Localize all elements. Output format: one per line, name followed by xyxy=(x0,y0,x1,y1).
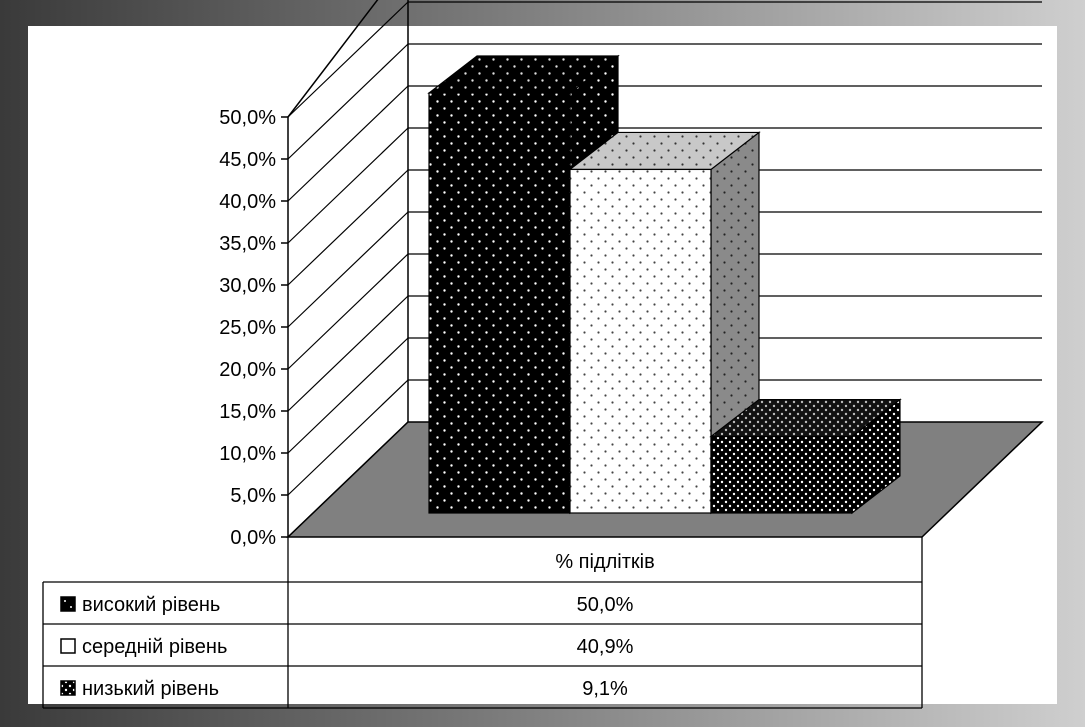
side-gridline xyxy=(287,85,409,202)
bar-front xyxy=(569,168,712,514)
legend-swatch xyxy=(60,596,76,612)
table-header-category: % підлітків xyxy=(555,551,654,573)
legend-label: середній рівень xyxy=(82,636,227,658)
legend-swatch xyxy=(60,680,76,696)
bar-середній-рівень xyxy=(568,131,761,515)
bar-front xyxy=(428,92,571,514)
side-gridline xyxy=(287,127,409,244)
data-label: 50,0% xyxy=(577,594,634,616)
y-tick-label: 35,0% xyxy=(219,233,276,255)
side-gridline xyxy=(287,253,409,370)
y-tick-label: 0,0% xyxy=(230,527,276,549)
side-gridline xyxy=(287,1,409,118)
side-gridline xyxy=(287,337,409,454)
legend-swatch-dot xyxy=(70,606,72,608)
y-tick-label: 20,0% xyxy=(219,359,276,381)
side-gridline xyxy=(287,169,409,286)
y-tick-label: 40,0% xyxy=(219,191,276,213)
y-axis: 0,0% 5,0% 10,0% 15,0% 20,0% 25,0% 30,0% 35,0% 40… xyxy=(219,107,289,549)
data-label: 9,1% xyxy=(582,678,628,700)
y-tick-label: 25,0% xyxy=(219,317,276,339)
side-gridline xyxy=(287,211,409,328)
data-table: % підлітків високий рівень 50,0% середній р… xyxy=(42,537,923,709)
legend-swatch xyxy=(60,638,76,654)
y-tick-label: 50,0% xyxy=(219,107,276,129)
y-tick-label: 15,0% xyxy=(219,401,276,423)
legend-label: низький рівень xyxy=(82,678,219,700)
y-tick-label: 5,0% xyxy=(230,485,276,507)
bars xyxy=(427,54,902,515)
y-tick-label: 45,0% xyxy=(219,149,276,171)
legend-label: високий рівень xyxy=(82,594,220,616)
data-label: 40,9% xyxy=(577,636,634,658)
legend-swatch-dot xyxy=(64,600,66,602)
side-gridline xyxy=(287,43,409,160)
side-wall-top-edge xyxy=(287,0,379,118)
side-gridline xyxy=(287,421,409,538)
bar-низький-рівень xyxy=(709,398,902,515)
y-tick-label: 10,0% xyxy=(219,443,276,465)
bar-front xyxy=(710,435,853,514)
y-tick-label: 30,0% xyxy=(219,275,276,297)
side-gridline xyxy=(287,295,409,412)
side-gridline xyxy=(287,379,409,496)
